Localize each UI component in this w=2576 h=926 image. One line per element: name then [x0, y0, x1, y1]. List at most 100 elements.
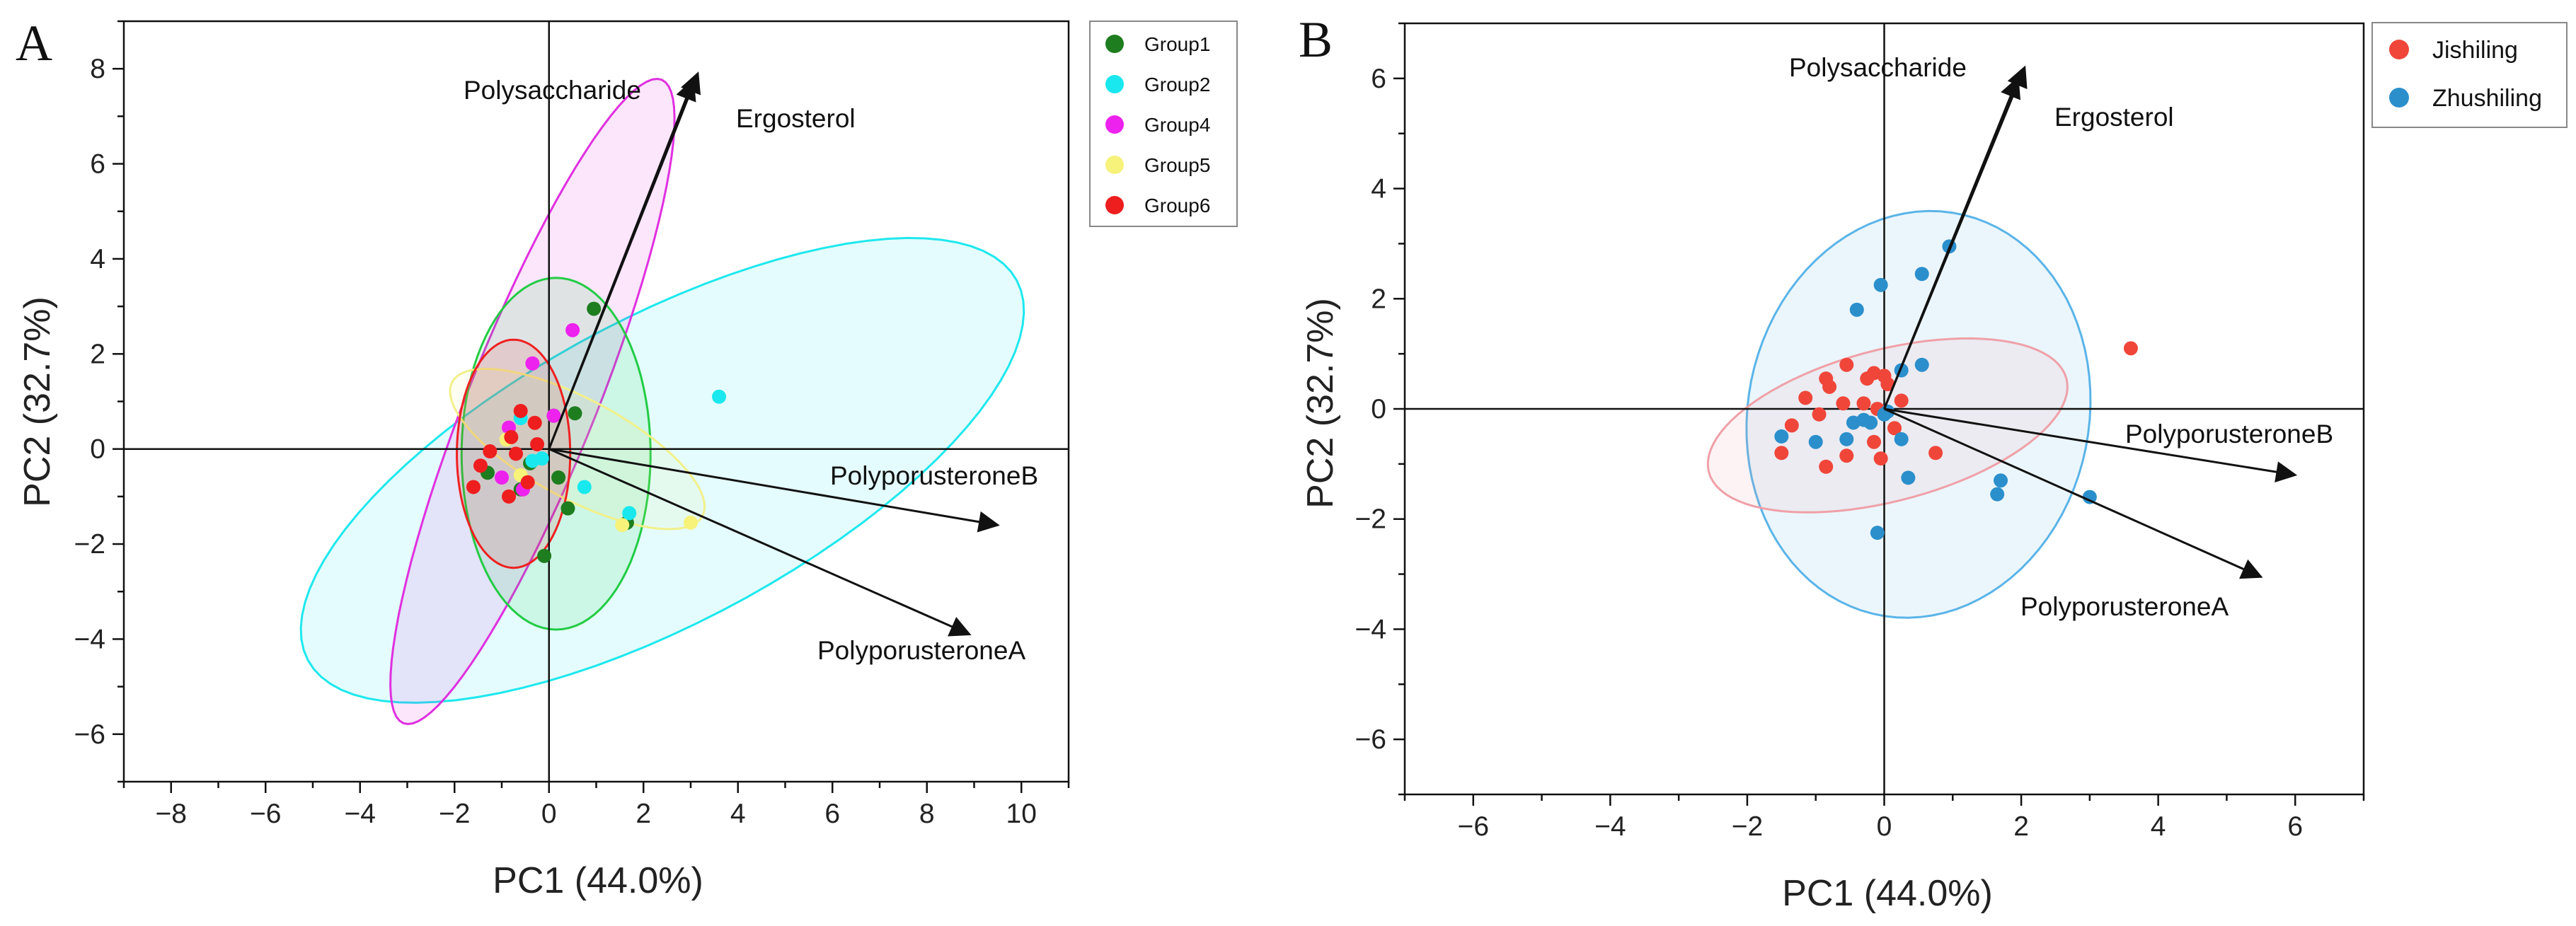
panel-a-points: [466, 301, 727, 563]
point-group6: [509, 446, 524, 461]
vector-label-polysaccharide: Polysaccharide: [464, 76, 641, 105]
point-group2: [534, 451, 549, 466]
x-tick-label: 8: [919, 799, 935, 829]
x-tick-label: −4: [1594, 811, 1626, 842]
loading-vector-ergosterol: [1883, 76, 2021, 410]
legend-item-group1: Group1: [1105, 33, 1210, 55]
legend-label-group6: Group6: [1144, 195, 1210, 216]
point-jishiling: [1873, 451, 1888, 466]
x-tick-label: −4: [345, 799, 376, 829]
y-tick-label: −4: [1355, 614, 1386, 644]
loading-vector-polyporusteroneb: [1884, 407, 2298, 482]
point-group6: [513, 403, 528, 418]
y-tick-label: −4: [74, 624, 105, 654]
x-tick-label: −6: [1458, 811, 1489, 842]
point-group2: [712, 389, 727, 404]
y-tick-label: 8: [90, 54, 105, 84]
point-group4: [546, 408, 561, 423]
legend-label-group5: Group5: [1144, 154, 1210, 176]
point-group6: [466, 480, 481, 494]
point-jishiling: [1928, 446, 1943, 461]
vector-label-polyporusterone-b: PolyporusteroneB: [2125, 419, 2333, 448]
ellipse-group4: [389, 77, 676, 726]
point-jishiling: [1822, 379, 1837, 394]
point-group5: [615, 518, 630, 533]
point-group1: [551, 470, 566, 485]
point-jishiling: [1887, 421, 1902, 436]
point-jishiling: [1894, 393, 1909, 408]
point-zhushiling: [1774, 429, 1789, 444]
point-zhushiling: [1914, 267, 1929, 282]
point-jishiling: [1774, 446, 1789, 461]
vector-label-ergosterol: Ergosterol: [736, 104, 856, 133]
point-zhushiling: [1839, 432, 1854, 446]
legend-item-group2: Group2: [1105, 74, 1210, 96]
point-zhushiling: [1914, 357, 1929, 372]
panel-a-loading-vectors: [548, 71, 1000, 637]
legend-marker-zhushiling: [2389, 88, 2409, 108]
point-jishiling: [1856, 396, 1871, 411]
legend-marker-group1: [1105, 35, 1124, 53]
point-group6: [530, 436, 545, 451]
ellipse-group1: [460, 277, 652, 631]
point-zhushiling: [1873, 277, 1888, 292]
panel-b-y-axis-title: PC2 (32.7%): [1300, 298, 1341, 509]
legend-label-group2: Group2: [1144, 74, 1210, 96]
x-tick-label: 6: [2287, 811, 2303, 842]
x-tick-label: 4: [730, 799, 746, 829]
point-zhushiling: [1863, 415, 1878, 430]
y-tick-label: 4: [90, 244, 105, 274]
legend-box: [1089, 21, 1238, 227]
point-group1: [568, 406, 582, 421]
panel-a-ellipses: [299, 77, 1025, 726]
ellipse-group2: [299, 236, 1025, 704]
point-jishiling: [1839, 448, 1854, 463]
legend-box: [2371, 22, 2568, 128]
x-tick-label: −8: [156, 799, 187, 829]
y-tick-label: −2: [1355, 504, 1386, 535]
point-zhushiling: [1894, 432, 1909, 446]
panel-b-letter: B: [1299, 11, 1333, 68]
x-tick-label: 6: [824, 799, 840, 829]
point-jishiling: [1798, 390, 1813, 405]
loading-vector-ergosterol: [548, 79, 696, 450]
y-tick-label: 0: [1371, 394, 1386, 424]
panel-a-x-axis-title: PC1 (44.0%): [493, 860, 703, 901]
legend-marker-group6: [1105, 196, 1124, 214]
x-tick-label: 4: [2151, 811, 2166, 842]
y-tick-label: 6: [1371, 64, 1386, 94]
point-zhushiling: [1994, 473, 2008, 488]
point-group6: [527, 415, 542, 430]
point-jishiling: [1866, 434, 1881, 449]
legend-item-jishiling: Jishiling: [2389, 37, 2518, 64]
panel-b-legend: Jishiling Zhushiling: [2371, 22, 2568, 128]
point-group2: [622, 506, 637, 521]
x-tick-label: 0: [541, 799, 557, 829]
y-tick-label: 6: [90, 149, 105, 180]
loading-vector-polyporusteroneb: [548, 448, 1000, 533]
legend-label-zhushiling: Zhushiling: [2432, 85, 2542, 112]
point-group6: [520, 475, 535, 490]
point-group1: [587, 301, 602, 316]
legend-label-group4: Group4: [1144, 114, 1210, 136]
panel-b-x-axis-title: PC1 (44.0%): [1782, 873, 1993, 914]
point-jishiling: [1819, 459, 1834, 474]
legend-marker-group5: [1105, 156, 1124, 174]
y-tick-label: −2: [74, 529, 105, 560]
point-group4: [495, 470, 509, 485]
x-tick-label: −2: [1732, 811, 1763, 842]
point-jishiling: [2123, 341, 2138, 356]
x-tick-label: 0: [1877, 811, 1892, 842]
panel-a-letter: A: [16, 15, 52, 71]
panel-b: B −6 −4 −2 0 2 4 6 −6 −4 −2 0 2 4 6 PC1 (44.0%) PC2 (…: [1299, 11, 2568, 914]
legend-item-group5: Group5: [1105, 154, 1210, 176]
point-zhushiling: [1870, 526, 1885, 540]
point-zhushiling: [1808, 434, 1823, 449]
y-tick-label: −6: [74, 719, 105, 750]
loading-vector-polyporusteronea: [548, 448, 972, 637]
vector-label-polyporusterone-a: PolyporusteroneA: [817, 636, 1025, 665]
panel-a-axes: −8 −6 −4 −2 0 2 4 6 8 10 −6 −4 −2 0 2 4 6 8: [74, 20, 1070, 829]
panel-b-loading-vectors: [1883, 65, 2298, 579]
legend-label-group1: Group1: [1144, 33, 1210, 55]
point-group1: [537, 548, 552, 563]
